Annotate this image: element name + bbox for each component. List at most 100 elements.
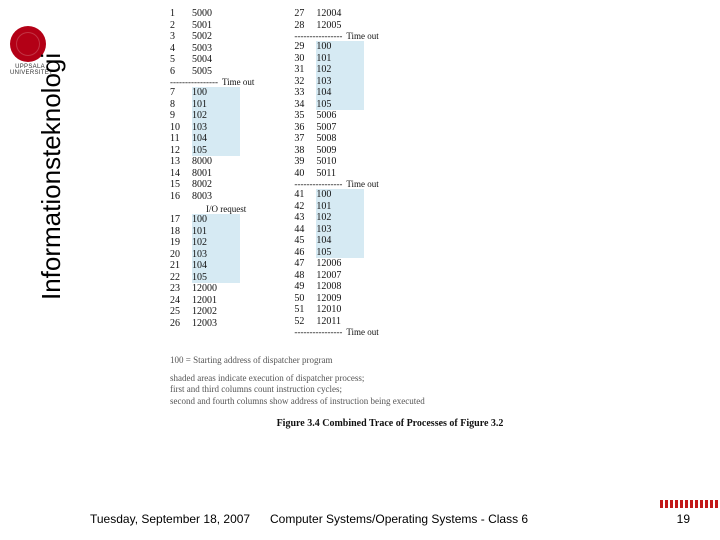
separator-label: Time out <box>346 179 378 189</box>
footer-page: 19 <box>650 512 690 526</box>
instruction-cycle: 34 <box>294 99 316 111</box>
separator-label: Time out <box>346 31 378 41</box>
instruction-cycle: 39 <box>294 156 316 168</box>
io-request-label: I/O request <box>206 204 254 214</box>
trace-row: 41100 <box>294 189 378 201</box>
instruction-cycle: 19 <box>170 237 192 249</box>
instruction-address: 12009 <box>316 293 364 305</box>
instruction-address: 101 <box>192 99 240 111</box>
trace-row: 9102 <box>170 110 254 122</box>
instruction-address: 100 <box>192 87 240 99</box>
figure-notes: 100 = Starting address of dispatcher pro… <box>170 355 610 408</box>
footer-title: Computer Systems/Operating Systems - Cla… <box>270 512 650 526</box>
trace-row: 19102 <box>170 237 254 249</box>
trace-row: 20103 <box>170 249 254 261</box>
trace-row: 18101 <box>170 226 254 238</box>
trace-row: 365007 <box>294 122 378 134</box>
instruction-cycle: 9 <box>170 110 192 122</box>
instruction-cycle: 5 <box>170 54 192 66</box>
instruction-cycle: 41 <box>294 189 316 201</box>
trace-row: 5112010 <box>294 304 378 316</box>
instruction-cycle: 8 <box>170 99 192 111</box>
instruction-cycle: 49 <box>294 281 316 293</box>
instruction-address: 100 <box>316 189 364 201</box>
instruction-address: 8002 <box>192 179 240 191</box>
instruction-address: 12010 <box>316 304 364 316</box>
instruction-cycle: 3 <box>170 31 192 43</box>
trace-row: 385009 <box>294 145 378 157</box>
instruction-address: 5006 <box>316 110 364 122</box>
separator-timeout: ----------------Time out <box>294 31 378 41</box>
instruction-address: 8003 <box>192 191 240 203</box>
instruction-address: 102 <box>192 237 240 249</box>
instruction-cycle: 37 <box>294 133 316 145</box>
instruction-address: 12006 <box>316 258 364 270</box>
trace-row: 2412001 <box>170 295 254 307</box>
trace-row: 7100 <box>170 87 254 99</box>
instruction-address: 105 <box>192 272 240 284</box>
trace-row: 158002 <box>170 179 254 191</box>
instruction-address: 12002 <box>192 306 240 318</box>
instruction-cycle: 4 <box>170 43 192 55</box>
trace-row: 405011 <box>294 168 378 180</box>
instruction-cycle: 20 <box>170 249 192 261</box>
instruction-cycle: 13 <box>170 156 192 168</box>
instruction-address: 5002 <box>192 31 240 43</box>
trace-row: 4912008 <box>294 281 378 293</box>
note-line: shaded areas indicate execution of dispa… <box>170 373 610 385</box>
trace-row: 2712004 <box>294 8 378 20</box>
instruction-address: 12003 <box>192 318 240 330</box>
trace-row: 21104 <box>170 260 254 272</box>
trace-column-right: 27120042812005----------------Time out29… <box>294 8 378 337</box>
instruction-address: 105 <box>192 145 240 157</box>
instruction-address: 102 <box>316 64 364 76</box>
trace-row: 5212011 <box>294 316 378 328</box>
instruction-cycle: 1 <box>170 8 192 20</box>
trace-row: 375008 <box>294 133 378 145</box>
instruction-cycle: 48 <box>294 270 316 282</box>
trace-row: 25001 <box>170 20 254 32</box>
instruction-address: 12000 <box>192 283 240 295</box>
instruction-cycle: 45 <box>294 235 316 247</box>
trace-row: 10103 <box>170 122 254 134</box>
trace-row: 17100 <box>170 214 254 226</box>
trace-row: 8101 <box>170 99 254 111</box>
instruction-address: 104 <box>316 87 364 99</box>
instruction-cycle: 12 <box>170 145 192 157</box>
footer-date: Tuesday, September 18, 2007 <box>90 512 270 526</box>
instruction-address: 100 <box>192 214 240 226</box>
instruction-cycle: 6 <box>170 66 192 78</box>
trace-row: 355006 <box>294 110 378 122</box>
instruction-cycle: 17 <box>170 214 192 226</box>
trace-row: 4812007 <box>294 270 378 282</box>
instruction-address: 12007 <box>316 270 364 282</box>
instruction-address: 8001 <box>192 168 240 180</box>
instruction-address: 5000 <box>192 8 240 20</box>
instruction-address: 12005 <box>316 20 364 32</box>
instruction-address: 105 <box>316 247 364 259</box>
trace-row: 29100 <box>294 41 378 53</box>
trace-row: 22105 <box>170 272 254 284</box>
trace-row: 42101 <box>294 201 378 213</box>
trace-row: 148001 <box>170 168 254 180</box>
instruction-address: 101 <box>316 53 364 65</box>
instruction-cycle: 44 <box>294 224 316 236</box>
trace-row: 2612003 <box>170 318 254 330</box>
trace-row: 2812005 <box>294 20 378 32</box>
trace-row: 44103 <box>294 224 378 236</box>
instruction-cycle: 7 <box>170 87 192 99</box>
instruction-address: 5011 <box>316 168 364 180</box>
instruction-cycle: 43 <box>294 212 316 224</box>
trace-row: 30101 <box>294 53 378 65</box>
separator-label: Time out <box>346 327 378 337</box>
instruction-address: 104 <box>192 260 240 272</box>
trace-row: 4712006 <box>294 258 378 270</box>
separator-timeout: ----------------Time out <box>294 179 378 189</box>
trace-row: 46105 <box>294 247 378 259</box>
instruction-address: 12004 <box>316 8 364 20</box>
trace-row: 395010 <box>294 156 378 168</box>
instruction-address: 103 <box>192 249 240 261</box>
instruction-cycle: 27 <box>294 8 316 20</box>
instruction-address: 5009 <box>316 145 364 157</box>
trace-row: 11104 <box>170 133 254 145</box>
